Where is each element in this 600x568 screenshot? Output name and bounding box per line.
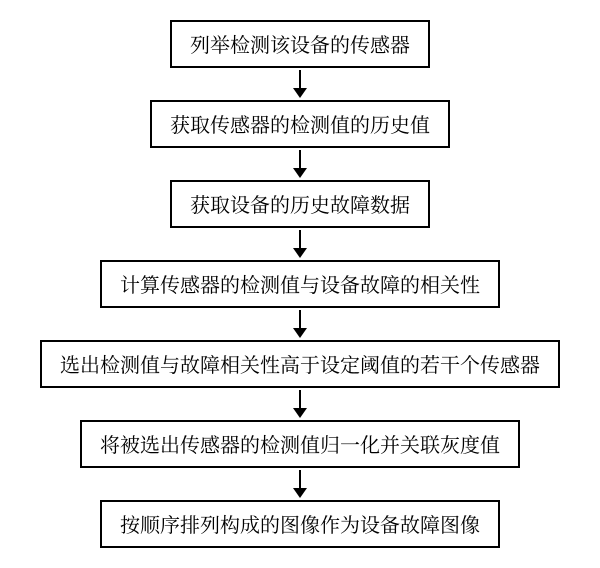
flow-node-1: 列举检测该设备的传感器	[170, 20, 430, 68]
flow-arrow-1	[290, 70, 310, 98]
flowchart-container: 列举检测该设备的传感器 获取传感器的检测值的历史值 获取设备的历史故障数据 计算…	[0, 0, 600, 568]
flow-node-6: 将被选出传感器的检测值归一化并关联灰度值	[80, 420, 520, 468]
flow-arrow-3	[290, 230, 310, 258]
flow-arrow-4	[290, 310, 310, 338]
flow-node-7: 按顺序排列构成的图像作为设备故障图像	[100, 500, 500, 548]
flow-arrow-6	[290, 470, 310, 498]
flow-node-3: 获取设备的历史故障数据	[170, 180, 430, 228]
flow-node-5: 选出检测值与故障相关性高于设定阈值的若干个传感器	[40, 340, 560, 388]
flow-node-2: 获取传感器的检测值的历史值	[150, 100, 450, 148]
flow-arrow-2	[290, 150, 310, 178]
flow-node-4: 计算传感器的检测值与设备故障的相关性	[100, 260, 500, 308]
flow-arrow-5	[290, 390, 310, 418]
